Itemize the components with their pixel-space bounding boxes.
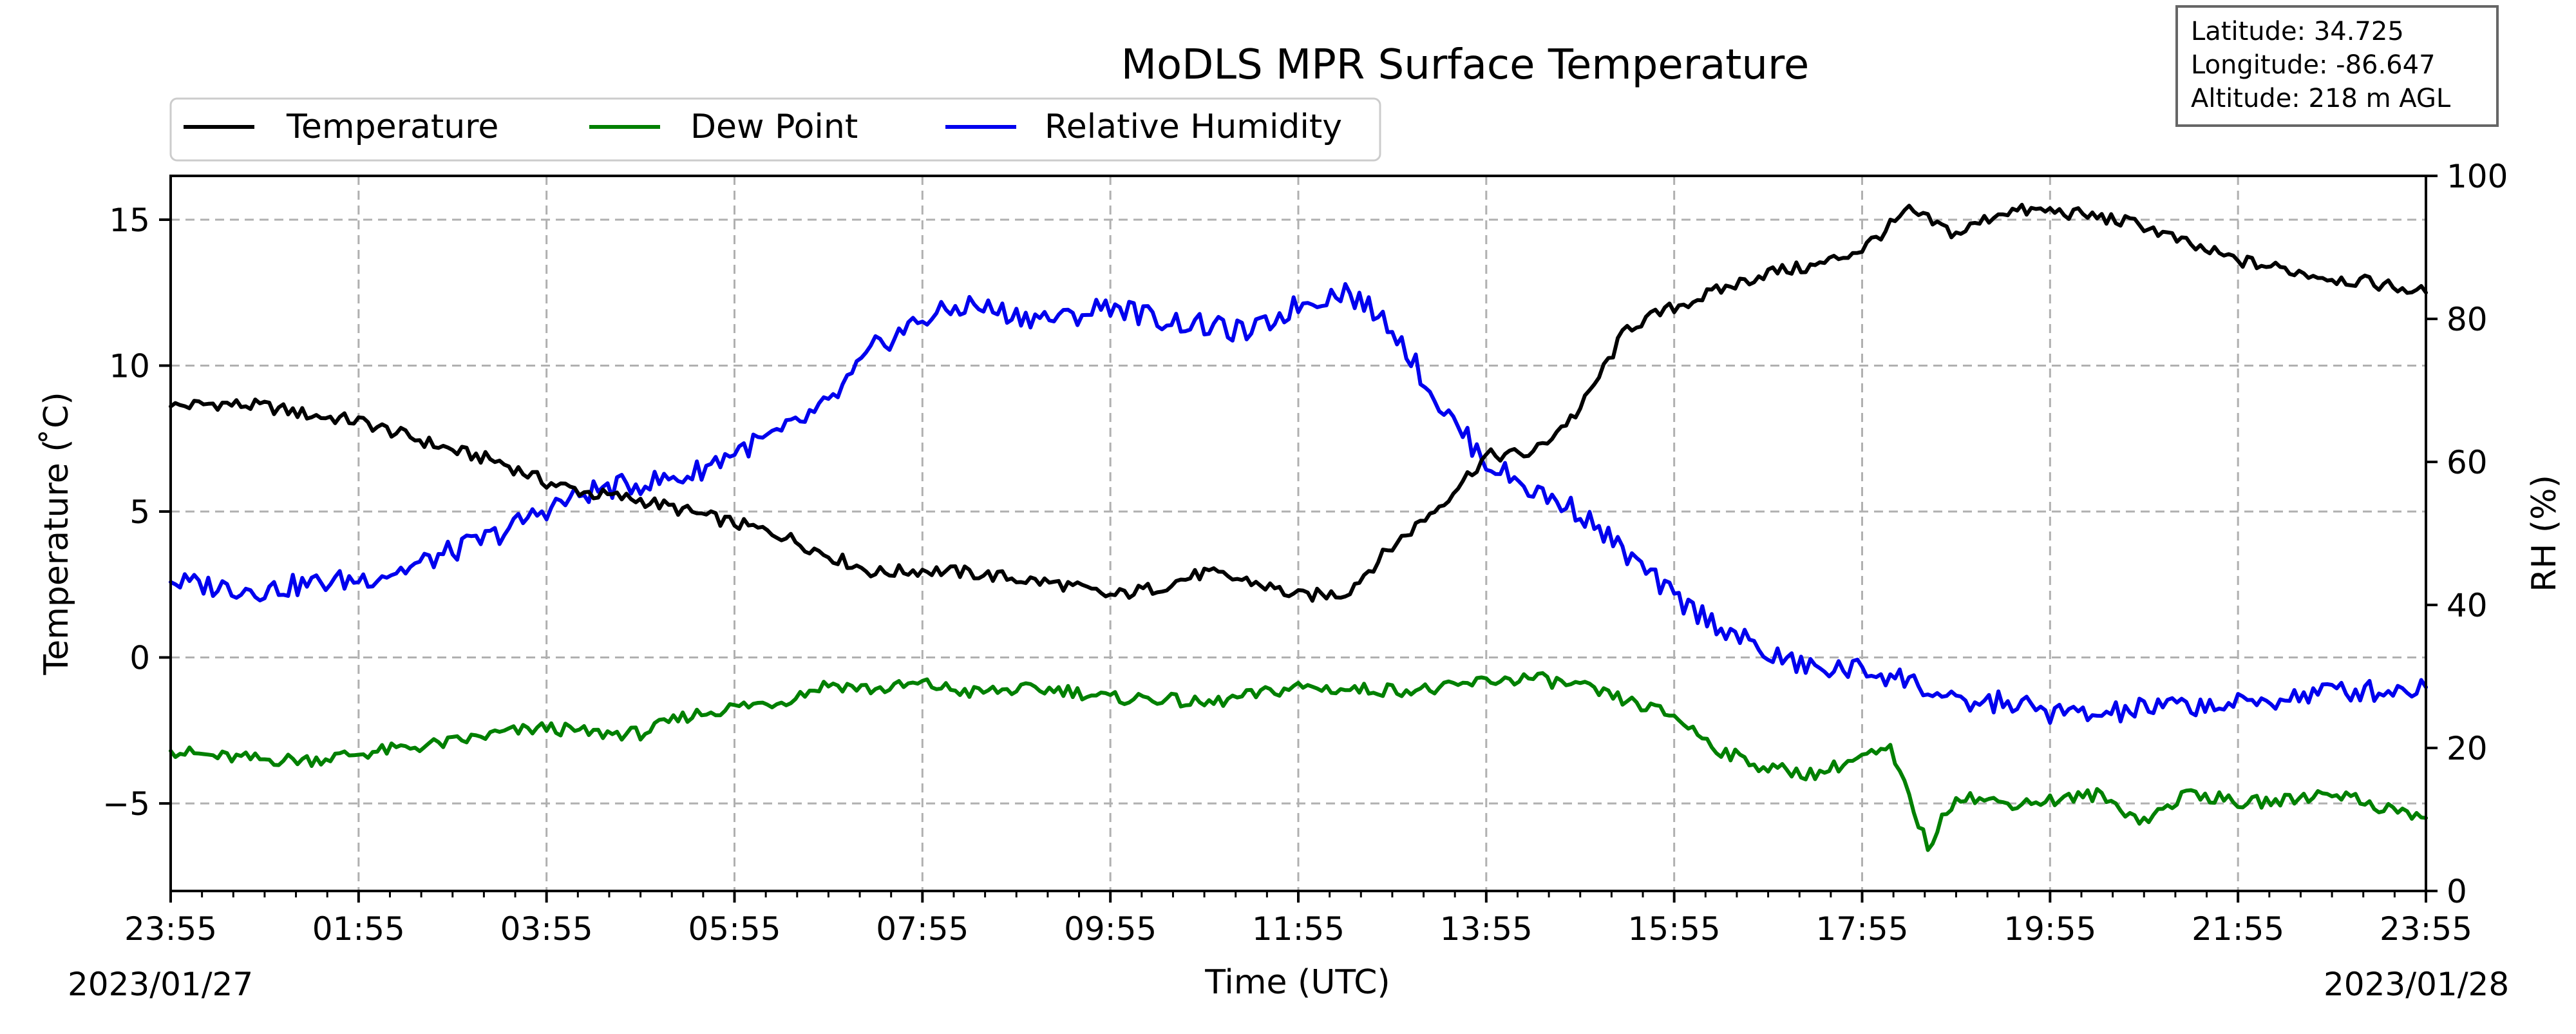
axis-ticks: 23:55 01:55 03:55 05:55 07:55 09:55 11:55 13:55… [102,158,2508,948]
series-lines [169,202,2428,852]
y-axis-right-label: RH (%) [2525,475,2564,592]
temperature-line [169,202,2428,603]
info-longitude: Longitude: -86.647 [2191,50,2436,80]
y-right-tick-label: 60 [2447,444,2488,481]
y-left-tick-label: 0 [129,640,150,677]
x-tick-label: 17:55 [1815,910,1908,948]
x-tick-label: 11:55 [1252,910,1345,948]
dew-point-line [169,671,2428,852]
location-info-box: Latitude: 34.725 Longitude: -86.647 Alti… [2175,5,2499,127]
y-left-tick-label: 15 [109,202,150,239]
x-tick-label: 03:55 [500,910,593,948]
x-tick-label: 21:55 [2192,910,2284,948]
legend-label-relative-humidity: Relative Humidity [1045,108,1342,146]
x-tick-label: 23:55 [2380,910,2472,948]
x-tick-label: 15:55 [1628,910,1721,948]
legend-label-dew-point: Dew Point [690,108,858,146]
y-left-tick-label: 10 [109,347,150,385]
info-altitude: Altitude: 218 m AGL [2191,84,2451,113]
chart-title: MoDLS MPR Surface Temperature [1121,41,1809,89]
legend-box [169,97,1381,162]
x-axis-label: Time (UTC) [1204,963,1390,1002]
y-left-tick-label: 5 [129,493,150,531]
y-right-tick-label: 0 [2447,873,2467,910]
grid-lines [169,176,2427,891]
date-start-label: 2023/01/27 [68,966,253,1003]
info-latitude: Latitude: 34.725 [2191,17,2404,46]
legend: Temperature Dew Point Relative Humidity [169,97,1381,162]
x-tick-label: 09:55 [1064,910,1157,948]
x-tick-label: 01:55 [312,910,405,948]
relative-humidity-line [169,282,2428,725]
x-tick-label: 13:55 [1440,910,1533,948]
y-right-tick-label: 80 [2447,301,2488,338]
x-tick-label: 23:55 [124,910,217,948]
y-right-tick-label: 20 [2447,730,2488,767]
x-tick-label: 05:55 [688,910,781,948]
y-left-tick-label: −5 [102,785,150,823]
date-end-label: 2023/01/28 [2324,966,2509,1003]
x-tick-label: 07:55 [876,910,969,948]
y-axis-left-label: Temperature ( ̊C) [37,392,76,675]
info-box-frame [2175,5,2499,127]
y-right-tick-label: 40 [2447,587,2488,624]
y-right-tick-label: 100 [2447,158,2508,195]
x-tick-label: 19:55 [2003,910,2096,948]
legend-label-temperature: Temperature [286,108,498,146]
